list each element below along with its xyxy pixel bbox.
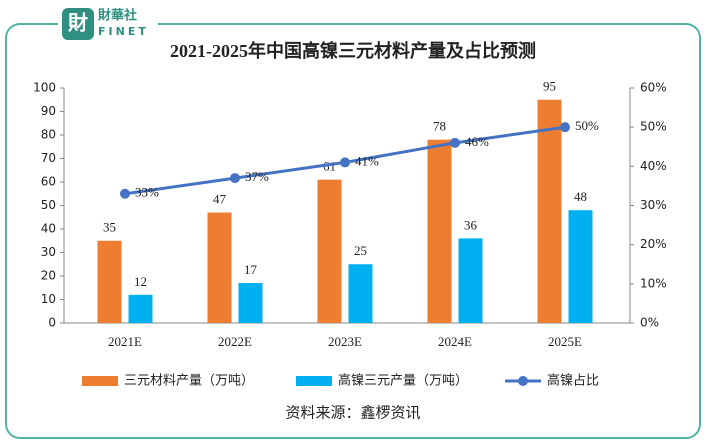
line-point <box>560 122 570 133</box>
x-tick-label: 2025E <box>548 334 582 349</box>
data-label: 17 <box>244 262 258 277</box>
bar <box>568 210 593 323</box>
data-label: 33% <box>135 185 159 200</box>
bar <box>97 240 122 323</box>
y2-tick-label: 10% <box>640 276 667 290</box>
data-label: 35 <box>103 220 116 235</box>
chart-title: 2021-2025年中国高镍三元材料产量及占比预测 <box>170 40 536 61</box>
y-tick-label: 100 <box>33 81 56 95</box>
line-point <box>450 137 460 148</box>
data-label: 48 <box>574 189 587 204</box>
bar <box>238 283 263 323</box>
y-tick-label: 40 <box>41 222 56 236</box>
bar <box>458 238 483 323</box>
y2-tick-label: 60% <box>640 81 667 95</box>
y2-tick-label: 0% <box>640 316 659 330</box>
source: 资料来源：鑫椤资讯 <box>285 404 420 422</box>
y-tick-label: 20 <box>41 269 56 283</box>
y2-tick-label: 40% <box>640 159 667 173</box>
line-point <box>340 157 350 168</box>
y-tick-label: 50 <box>41 198 56 212</box>
y2-tick-label: 30% <box>640 198 667 212</box>
data-label: 25 <box>354 243 367 258</box>
y-tick-label: 70 <box>41 151 56 165</box>
legend-label: 高镍占比 <box>547 373 599 389</box>
data-label: 50% <box>575 118 599 133</box>
legend-marker <box>518 376 528 386</box>
logo-icon <box>62 8 94 40</box>
legend-label: 三元材料产量（万吨） <box>124 374 254 389</box>
logo-mark: 財 <box>68 11 88 35</box>
y2-tick-label: 50% <box>640 120 667 134</box>
y-tick-label: 60 <box>41 175 56 189</box>
frame <box>5 23 701 439</box>
data-label: 46% <box>465 134 489 149</box>
bar <box>128 294 153 323</box>
y-tick-label: 30 <box>41 245 56 259</box>
y-tick-label: 10 <box>41 292 56 306</box>
x-tick-label: 2022E <box>218 334 252 349</box>
line-point <box>230 173 240 184</box>
bar <box>537 99 562 323</box>
logo-name: 財華社 <box>97 8 137 24</box>
x-tick-label: 2023E <box>328 334 362 349</box>
data-label: 36 <box>464 217 478 232</box>
y-tick-label: 0 <box>48 316 56 330</box>
x-tick-label: 2024E <box>438 334 472 349</box>
legend-label: 高镍三元产量（万吨） <box>338 373 468 389</box>
legend-swatch <box>82 376 118 386</box>
y-tick-label: 90 <box>41 104 56 118</box>
bar <box>317 179 342 323</box>
data-label: 47 <box>213 192 227 207</box>
y-tick-label: 80 <box>41 128 56 142</box>
legend-swatch <box>296 376 332 386</box>
x-tick-label: 2021E <box>108 334 142 349</box>
logo-sub: FINET <box>98 25 149 38</box>
bar <box>207 212 232 323</box>
data-label: 95 <box>543 79 556 94</box>
bar <box>427 139 452 323</box>
y2-tick-label: 20% <box>640 237 667 251</box>
data-label: 78 <box>433 119 446 134</box>
bar <box>348 264 373 323</box>
data-label: 41% <box>355 153 379 168</box>
data-label: 37% <box>245 169 269 184</box>
data-label: 12 <box>134 274 147 289</box>
line-point <box>120 188 130 199</box>
